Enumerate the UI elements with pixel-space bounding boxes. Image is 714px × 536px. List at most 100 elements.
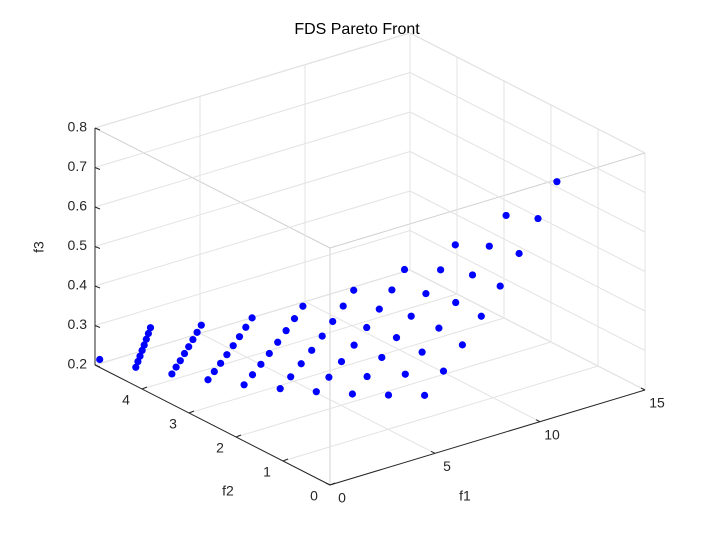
box-edge <box>329 152 646 249</box>
z-tick <box>94 325 101 328</box>
point <box>451 241 459 249</box>
point <box>297 360 305 368</box>
point <box>439 367 448 375</box>
y-tick-label: 0 <box>310 488 318 504</box>
point <box>172 363 180 371</box>
point <box>144 329 152 338</box>
y-tick <box>329 482 336 486</box>
point <box>248 371 257 379</box>
y-axis-label: f2 <box>222 483 234 499</box>
z-tick-label: 0.7 <box>68 158 88 174</box>
point <box>229 342 237 350</box>
grid-line <box>409 72 646 193</box>
grid-line <box>409 111 646 233</box>
point <box>502 211 510 220</box>
point <box>318 332 326 340</box>
point <box>140 341 148 349</box>
x-axis-label: f1 <box>459 488 471 504</box>
z-tick <box>94 285 101 289</box>
point <box>378 353 386 362</box>
point <box>375 305 383 313</box>
x-tick <box>325 482 331 486</box>
point <box>422 290 430 298</box>
x-tick-label: 15 <box>649 395 665 411</box>
point <box>257 360 265 368</box>
point <box>168 370 176 378</box>
grid-line <box>282 365 599 462</box>
point <box>185 343 193 351</box>
point <box>308 346 316 354</box>
z-tick <box>94 127 101 131</box>
chart-title: FDS Pareto Front <box>294 21 420 38</box>
point <box>418 348 426 356</box>
point <box>96 355 104 364</box>
z-tick <box>94 246 101 249</box>
grid-line <box>94 230 411 326</box>
point <box>204 376 212 384</box>
x-axis <box>329 389 646 486</box>
grid-line <box>409 230 646 351</box>
point <box>363 372 371 381</box>
point <box>132 363 140 371</box>
point <box>515 249 523 258</box>
point <box>401 370 409 378</box>
x-tick-label: 5 <box>443 458 451 474</box>
grid-line <box>409 190 646 312</box>
point <box>325 373 333 381</box>
point <box>392 334 401 342</box>
grid-line <box>94 32 411 129</box>
y-tick-label: 3 <box>169 416 177 432</box>
point <box>485 242 493 250</box>
point <box>240 381 248 389</box>
point <box>496 282 504 290</box>
y-tick <box>282 458 289 462</box>
point <box>274 338 282 346</box>
point <box>452 298 460 307</box>
point <box>363 323 371 332</box>
grid-line <box>304 301 541 423</box>
grid-line <box>235 341 552 438</box>
z-tick-label: 0.6 <box>68 198 88 214</box>
z-tick-label: 0.3 <box>68 316 88 332</box>
point <box>276 385 284 393</box>
point <box>458 341 466 349</box>
point <box>329 317 337 326</box>
y-tick-label: 4 <box>122 392 130 408</box>
point <box>176 357 184 365</box>
grid-line <box>94 72 411 168</box>
point <box>210 367 218 376</box>
y-tick <box>188 410 195 414</box>
point <box>437 266 445 274</box>
point <box>287 373 295 381</box>
point <box>339 302 347 310</box>
point <box>146 324 155 332</box>
x-tick <box>640 387 646 391</box>
x-tick <box>535 419 541 423</box>
point <box>290 315 299 323</box>
point <box>282 327 290 335</box>
y-tick-label: 1 <box>263 464 271 480</box>
point <box>299 302 307 310</box>
x-tick-label: 10 <box>544 426 560 442</box>
point <box>400 265 409 274</box>
z-tick-label: 0.4 <box>68 277 88 293</box>
grid-line <box>141 293 458 390</box>
point <box>223 351 231 359</box>
point <box>265 349 273 358</box>
point <box>142 335 150 343</box>
point <box>553 178 561 186</box>
y-tick <box>235 434 242 438</box>
z-tick <box>94 206 101 210</box>
grid-line <box>409 32 646 154</box>
box-edge <box>94 127 331 249</box>
grid-line <box>94 190 411 287</box>
y-tick-label: 2 <box>216 440 224 456</box>
point <box>136 352 144 360</box>
z-axis-label: f3 <box>31 241 47 253</box>
x-tick <box>430 450 436 454</box>
z-tick <box>94 167 101 170</box>
grid-line <box>409 151 646 272</box>
z-tick-label: 0.2 <box>68 356 88 372</box>
